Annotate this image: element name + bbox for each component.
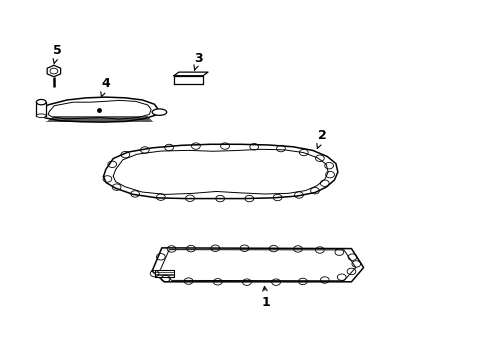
Polygon shape (152, 248, 363, 282)
Text: 1: 1 (262, 287, 270, 309)
Polygon shape (36, 102, 46, 116)
Text: 2: 2 (316, 129, 326, 148)
Polygon shape (154, 270, 174, 277)
Ellipse shape (36, 99, 46, 105)
Text: 3: 3 (194, 52, 202, 71)
Text: 5: 5 (53, 44, 61, 63)
Polygon shape (103, 144, 337, 199)
Polygon shape (47, 65, 61, 77)
Ellipse shape (152, 109, 166, 115)
Polygon shape (174, 72, 207, 76)
Polygon shape (41, 97, 158, 122)
Ellipse shape (36, 114, 46, 117)
Text: 4: 4 (101, 77, 110, 97)
Polygon shape (174, 76, 203, 84)
